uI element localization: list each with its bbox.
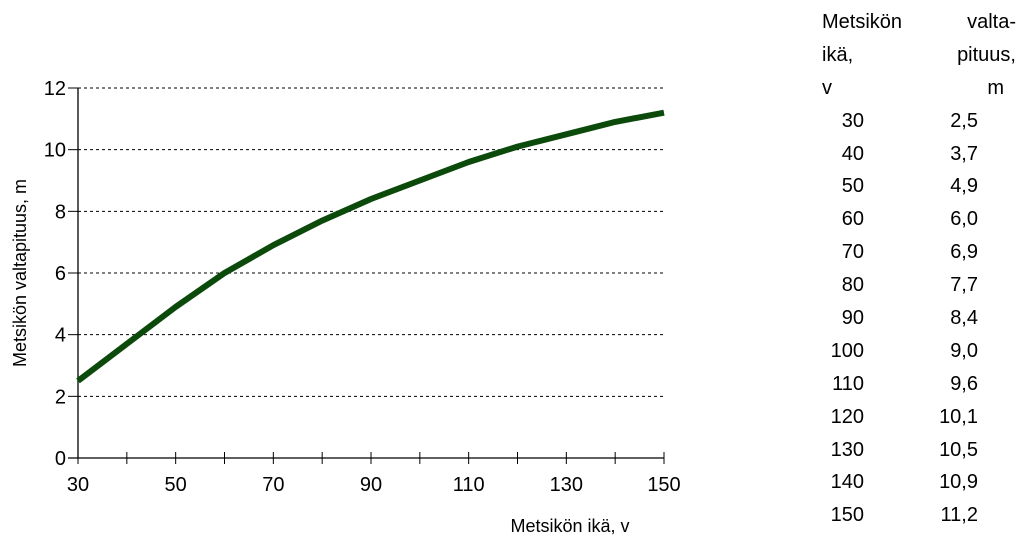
header-age-line3: v (822, 76, 832, 99)
cell-height: 2,5 (950, 109, 978, 132)
cell-height: 10,1 (939, 405, 978, 428)
cell-height: 3,7 (950, 142, 978, 165)
x-axis-title: Metsikön ikä, v (510, 516, 629, 536)
cell-height: 6,0 (950, 208, 978, 231)
cell-height: 7,7 (950, 274, 978, 297)
table-row: 140 10,9 (818, 466, 1018, 499)
cell-age: 50 (841, 175, 864, 198)
table-row: 120 10,1 (818, 401, 1018, 434)
header-height-line1: valta- (967, 11, 1016, 33)
cell-age: 140 (830, 471, 864, 494)
header-age-line1: Metsikön (822, 11, 903, 33)
table-body: 30 2,5 40 3,7 50 4,9 60 6,0 70 6,9 80 7,7 90 8,4 100 9,… (818, 105, 1018, 533)
cell-height: 4,9 (950, 175, 978, 198)
table-row: 30 2,5 (818, 105, 1018, 138)
cell-age: 40 (841, 142, 864, 165)
x-tick-label: 130 (550, 474, 583, 496)
table-row: 50 4,9 (818, 170, 1018, 203)
cell-height: 9,0 (950, 339, 978, 362)
y-tick-label: 6 (55, 263, 66, 285)
y-tick-label: 2 (55, 386, 66, 408)
table-header: Metsikön valta- ikä, pituus, v m (818, 6, 1018, 105)
x-tick-label: 70 (262, 474, 284, 496)
y-tick-label: 8 (55, 201, 66, 223)
x-ticks: 30 50 70 90 110 130 150 (67, 452, 681, 496)
y-tick-label: 4 (55, 325, 66, 347)
table-row: 60 6,0 (818, 203, 1018, 236)
cell-age: 150 (830, 504, 864, 527)
header-age-line2: ikä, (822, 43, 854, 66)
x-tick-label: 90 (360, 474, 382, 496)
y-ticks: 0 2 4 6 8 10 12 (44, 78, 78, 470)
series-layer (76, 109, 665, 384)
cell-height: 11,2 (940, 504, 978, 527)
cell-age: 30 (841, 109, 864, 132)
cell-age: 90 (841, 307, 864, 330)
table-row: 150 11,2 (818, 499, 1018, 532)
table-row: 70 6,9 (818, 236, 1018, 269)
cell-height: 8,4 (950, 307, 978, 330)
x-tick-label: 110 (453, 474, 485, 496)
header-height-line2: pituus, (957, 43, 1016, 66)
header-height-line3: m (987, 76, 1004, 99)
y-tick-label: 0 (55, 448, 66, 470)
cell-age: 70 (841, 241, 864, 264)
cell-height: 9,6 (950, 372, 978, 395)
table-row: 90 8,4 (818, 302, 1018, 335)
cell-height: 6,9 (950, 241, 978, 264)
x-tick-label: 150 (647, 474, 680, 496)
cell-age: 110 (832, 372, 864, 395)
data-table: Metsikön valta- ikä, pituus, v m 30 2,5 40… (818, 6, 1018, 532)
y-tick-label: 12 (44, 78, 66, 100)
y-tick-label: 10 (44, 140, 66, 162)
cell-age: 130 (830, 438, 864, 461)
table-row: 40 3,7 (818, 138, 1018, 171)
table-row: 80 7,7 (818, 269, 1018, 302)
x-tick-label: 30 (67, 474, 89, 496)
cell-height: 10,5 (939, 438, 978, 461)
x-tick-label: 50 (165, 474, 187, 496)
table-row: 110 9,6 (818, 368, 1018, 401)
table-row: 130 10,5 (818, 434, 1018, 467)
cell-age: 100 (830, 339, 864, 362)
cell-height: 10,9 (939, 471, 978, 494)
series-line (76, 109, 665, 384)
grid-lines (78, 87, 664, 397)
table-row: 100 9,0 (818, 335, 1018, 368)
cell-age: 120 (830, 405, 864, 428)
cell-age: 60 (841, 208, 864, 231)
cell-age: 80 (841, 274, 864, 297)
y-axis-title: Metsikön valtapituus, m (10, 179, 30, 367)
